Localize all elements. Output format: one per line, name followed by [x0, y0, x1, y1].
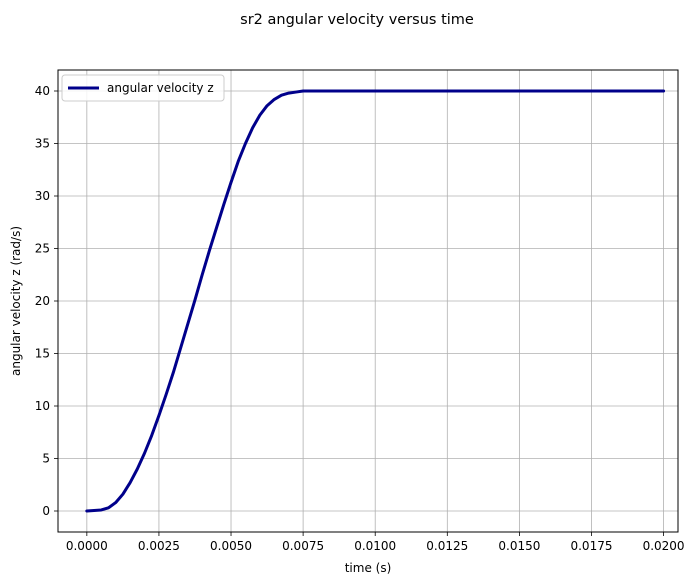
- y-tick-label: 35: [35, 137, 50, 151]
- legend-box: [61, 74, 225, 102]
- y-tick-label: 5: [42, 452, 50, 466]
- legend-label: angular velocity z: [107, 81, 214, 95]
- series-line-angular-velocity-z: [85, 89, 666, 513]
- y-axis-ticks: 0 5 10 15 20 25 30 35 40: [35, 84, 58, 518]
- plot-frame: [57, 69, 679, 533]
- chart-title: sr2 angular velocity versus time: [240, 12, 474, 28]
- x-tick-label: 0.0100: [354, 539, 396, 553]
- x-axis-label: time (s): [345, 561, 392, 575]
- x-tick-label: 0.0200: [643, 539, 685, 553]
- y-tick-label: 10: [35, 399, 50, 413]
- x-tick-label: 0.0025: [138, 539, 180, 553]
- y-tick-label: 25: [35, 242, 50, 256]
- x-tick-label: 0.0125: [426, 539, 468, 553]
- x-axis-ticks: 0.0000 0.0025 0.0050 0.0075 0.0100 0.0125 0.01…: [66, 532, 685, 553]
- y-tick-label: 40: [35, 84, 50, 98]
- x-tick-label: 0.0050: [210, 539, 252, 553]
- grid-lines: [58, 70, 678, 532]
- x-tick-label: 0.0075: [282, 539, 324, 553]
- y-tick-label: 0: [42, 504, 50, 518]
- y-tick-label: 20: [35, 294, 50, 308]
- x-tick-label: 0.0000: [66, 539, 108, 553]
- y-tick-label: 30: [35, 189, 50, 203]
- x-tick-label: 0.0175: [570, 539, 612, 553]
- y-tick-label: 15: [35, 347, 50, 361]
- legend: angular velocity z: [61, 74, 225, 102]
- series-layer: [85, 89, 666, 513]
- x-tick-label: 0.0150: [498, 539, 540, 553]
- y-axis-label: angular velocity z (rad/s): [9, 226, 23, 376]
